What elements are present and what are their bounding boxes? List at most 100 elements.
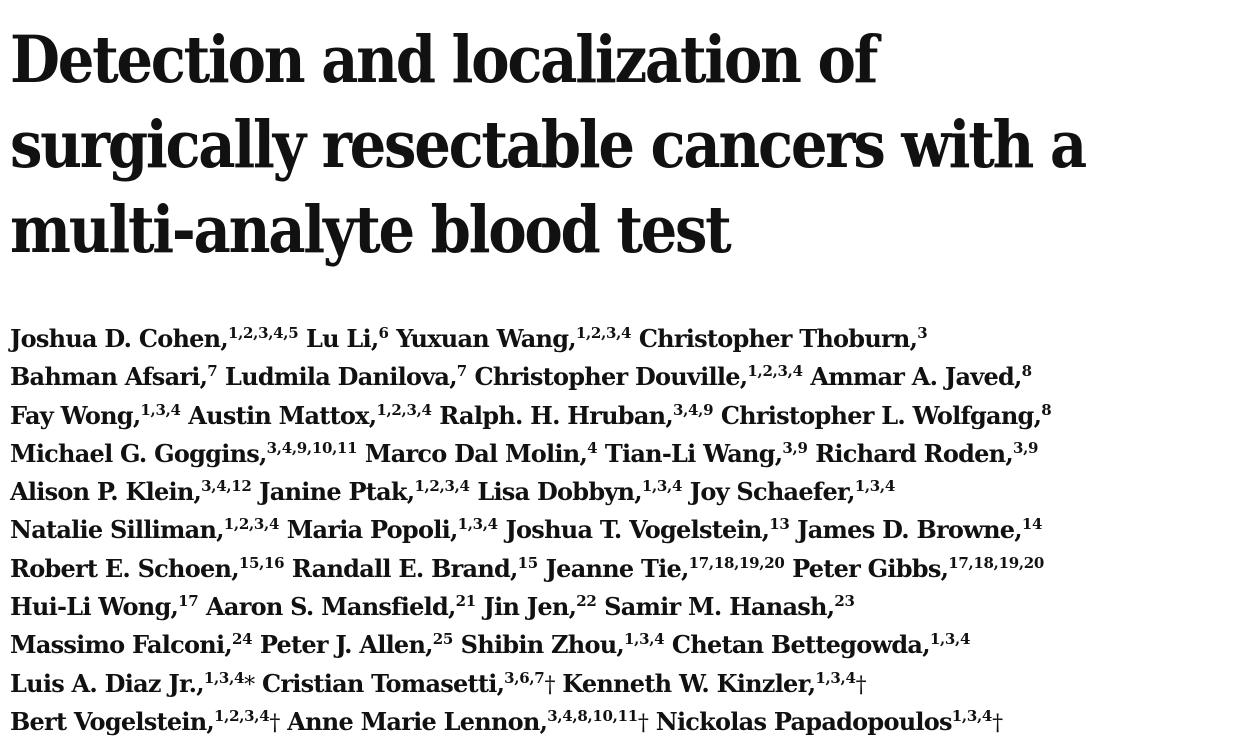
author-name: Christopher Thoburn, (638, 324, 918, 353)
author-name: Lu Li, (305, 324, 379, 353)
author-entry: Marco Dal Molin,4 (365, 439, 598, 468)
author-name: Natalie Silliman, (10, 515, 225, 545)
author-name: Nickolas Papadopoulos (655, 706, 953, 736)
author-affiliations: 1,2,3,4 (414, 477, 470, 496)
author-line: Bert Vogelstein,1,2,3,4† Anne Marie Lenn… (10, 697, 1235, 736)
author-affiliations: 1,3,4 (815, 668, 856, 687)
author-name: Anne Marie Lennon, (287, 706, 548, 736)
author-entry: Nickolas Papadopoulos1,3,4† (656, 707, 1003, 736)
author-affiliations: 3,9 (782, 438, 808, 457)
author-affiliations: 17,18,19,20 (948, 553, 1045, 572)
author-affiliations: 1,3,4 (929, 630, 971, 649)
author-name: Tian-Li Wang, (604, 438, 783, 468)
author-name: Randall E. Brand, (291, 553, 518, 583)
author-name: Maria Popoli, (286, 515, 459, 545)
author-entry: Kenneth W. Kinzler,1,3,4† (562, 669, 866, 698)
author-entry: Chetan Bettegowda,1,3,4 (672, 630, 970, 659)
author-name: Ludmila Danilova, (225, 362, 458, 392)
author-affiliations: 17 (178, 592, 199, 611)
author-entry: Joshua D. Cohen,1,2,3,4,5 (10, 324, 299, 353)
author-affiliations: 8 (1021, 362, 1032, 381)
author-line: Natalie Silliman,1,2,3,4 Maria Popoli,1,… (10, 505, 1235, 545)
author-line: Michael G. Goggins,3,4,9,10,11 Marco Dal… (10, 429, 1235, 468)
author-affiliations: 7 (456, 362, 467, 381)
author-entry: Fay Wong,1,3,4 (10, 401, 181, 430)
author-footnote-mark: † (269, 710, 280, 736)
author-affiliations: 1,2,3,4 (747, 362, 803, 381)
author-affiliations: 25 (432, 630, 454, 649)
author-name: James D. Browne, (797, 515, 1023, 545)
author-name: Bahman Afsari, (10, 362, 208, 392)
author-name: Samir M. Hanash, (604, 592, 835, 622)
author-line: Luis A. Diaz Jr.,1,3,4* Cristian Tomaset… (10, 659, 1235, 698)
author-affiliations: 1,2,3,4 (376, 400, 432, 419)
author-entry: Alison P. Klein,3,4,12 (10, 477, 252, 506)
author-entry: Ludmila Danilova,7 (225, 362, 467, 391)
author-entry: Jin Jen,22 (484, 592, 597, 621)
author-entry: Yuxuan Wang,1,2,3,4 (396, 324, 631, 353)
author-entry: Janine Ptak,1,2,3,4 (259, 477, 470, 506)
author-entry: Massimo Falconi,24 (10, 630, 253, 659)
author-affiliations: 1,2,3,4 (214, 706, 270, 725)
author-name: Joy Schaefer, (689, 477, 856, 507)
author-name: Kenneth W. Kinzler, (562, 668, 816, 698)
author-name: Jin Jen, (483, 592, 577, 622)
author-affiliations: 23 (834, 592, 855, 611)
author-name: Jeanne Tie, (545, 553, 690, 583)
author-name: Lisa Dobbyn, (477, 477, 642, 507)
author-entry: Ralph. H. Hruban,3,4,9 (439, 401, 713, 430)
author-affiliations: 1,2,3,4,5 (227, 324, 299, 342)
author-name: Ralph. H. Hruban, (439, 400, 673, 430)
author-entry: Lisa Dobbyn,1,3,4 (477, 477, 682, 506)
author-footnote-mark: † (855, 672, 867, 698)
author-affiliations: 3 (917, 324, 928, 342)
author-affiliations: 3,6,7 (504, 668, 545, 687)
author-name: Peter J. Allen, (259, 630, 434, 660)
author-line: Fay Wong,1,3,4 Austin Mattox,1,2,3,4 Ral… (10, 391, 1235, 430)
author-line: Joshua D. Cohen,1,2,3,4,5 Lu Li,6 Yuxuan… (10, 314, 1235, 353)
author-line: Robert E. Schoen,15,16 Randall E. Brand,… (10, 544, 1235, 583)
author-affiliations: 8 (1041, 400, 1052, 419)
author-affiliations: 1,3,4 (140, 400, 181, 419)
author-footnote-mark: * (244, 672, 255, 698)
author-name: Aaron S. Mansfield, (206, 592, 456, 622)
author-affiliations: 15,16 (238, 553, 285, 572)
author-affiliations: 3,4,12 (201, 477, 252, 496)
author-entry: Samir M. Hanash,23 (604, 592, 855, 621)
author-entry: Anne Marie Lennon,3,4,8,10,11† (287, 706, 649, 736)
author-affiliations: 24 (231, 630, 253, 649)
author-affiliations: 1,3,4 (624, 630, 665, 649)
author-entry: Jeanne Tie,17,18,19,20 (546, 554, 785, 583)
author-name: Hui-Li Wong, (10, 592, 179, 622)
author-list: Joshua D. Cohen,1,2,3,4,5 Lu Li,6 Yuxuan… (10, 314, 1235, 736)
author-affiliations: 1,3,4 (641, 477, 683, 496)
author-entry: Peter J. Allen,25 (259, 630, 454, 660)
author-entry: Ammar A. Javed,8 (810, 362, 1032, 391)
author-entry: Bert Vogelstein,1,2,3,4† (10, 707, 280, 736)
author-name: Cristian Tomasetti, (262, 668, 505, 698)
author-affiliations: 6 (378, 324, 389, 342)
author-affiliations: 22 (576, 592, 597, 611)
author-entry: Natalie Silliman,1,2,3,4 (10, 515, 279, 544)
author-affiliations: 3,9 (1012, 438, 1039, 457)
author-name: Richard Roden, (815, 438, 1014, 468)
author-affiliations: 1,3,4 (854, 477, 896, 496)
author-affiliations: 1,3,4 (203, 668, 245, 687)
author-entry: Bahman Afsari,7 (10, 362, 218, 392)
author-name: Robert E. Schoen, (10, 553, 240, 583)
author-affiliations: 1,2,3,4 (575, 324, 632, 342)
author-entry: Maria Popoli,1,3,4 (287, 515, 498, 544)
author-name: Luis A. Diaz Jr., (10, 668, 205, 698)
author-entry: Christopher Douville,1,2,3,4 (475, 362, 803, 391)
author-name: Michael G. Goggins, (10, 438, 267, 468)
author-line: Massimo Falconi,24 Peter J. Allen,25 Shi… (10, 620, 1235, 660)
author-footnote-mark: † (992, 710, 1003, 736)
author-entry: Cristian Tomasetti,3,6,7† (262, 669, 555, 698)
author-line: Alison P. Klein,3,4,12 Janine Ptak,1,2,3… (10, 467, 1235, 507)
author-name: Joshua D. Cohen, (10, 324, 229, 353)
author-entry: Aaron S. Mansfield,21 (206, 592, 476, 621)
author-entry: Christopher Thoburn,3 (639, 324, 928, 353)
author-entry: Lu Li,6 (306, 324, 389, 353)
author-name: Alison P. Klein, (10, 477, 202, 507)
author-affiliations: 7 (207, 362, 218, 381)
